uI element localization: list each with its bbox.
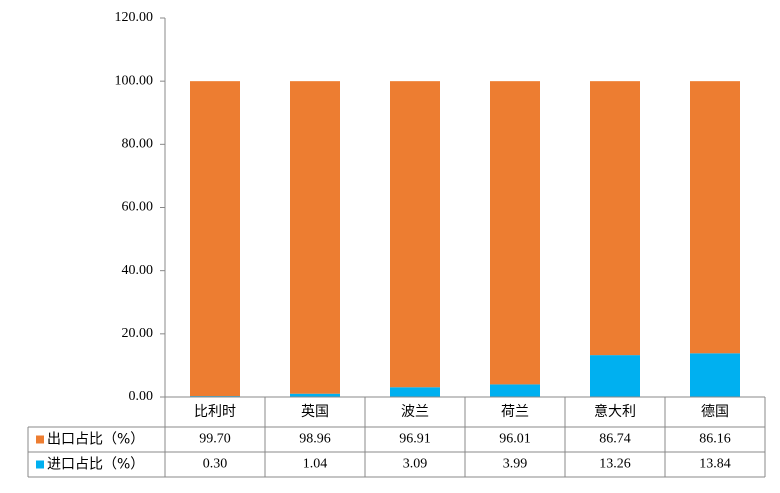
bar-segment <box>390 81 440 388</box>
legend-label: 进口占比（%） <box>47 457 144 473</box>
y-tick-label: 100.00 <box>115 73 154 88</box>
table-value: 3.09 <box>403 457 428 472</box>
bar-segment <box>690 353 740 397</box>
x-tick-label: 德国 <box>701 404 729 420</box>
bar-segment <box>590 81 640 356</box>
table-value: 86.74 <box>599 432 631 447</box>
table-value: 13.26 <box>599 457 631 472</box>
y-tick-label: 0.00 <box>129 389 154 404</box>
x-tick-label: 英国 <box>301 403 329 420</box>
table-value: 99.70 <box>199 432 231 447</box>
y-tick-label: 80.00 <box>122 137 154 152</box>
table-value: 98.96 <box>299 432 331 447</box>
table-value: 1.04 <box>303 457 328 472</box>
legend-swatch <box>36 460 44 469</box>
x-tick-label: 意大利 <box>594 403 636 420</box>
y-tick-label: 40.00 <box>122 263 154 278</box>
table-value: 86.16 <box>699 432 731 447</box>
x-tick-label: 比利时 <box>194 404 236 420</box>
x-tick-label: 荷兰 <box>501 404 529 420</box>
table-value: 3.99 <box>503 457 528 472</box>
bar-segment <box>390 387 440 397</box>
bar-segment <box>590 355 640 397</box>
y-tick-label: 60.00 <box>122 200 154 215</box>
bar-segment <box>290 393 340 397</box>
y-tick-label: 20.00 <box>122 326 154 341</box>
table-value: 13.84 <box>699 457 731 472</box>
table-value: 0.30 <box>203 457 228 472</box>
y-tick-label: 120.00 <box>115 10 154 25</box>
x-tick-label: 波兰 <box>401 404 429 420</box>
bar-segment <box>290 81 340 394</box>
bar-segment <box>690 81 740 354</box>
table-value: 96.91 <box>399 432 431 447</box>
legend-label: 出口占比（%） <box>47 432 144 448</box>
table-value: 96.01 <box>499 432 531 447</box>
bar-segment <box>490 81 540 385</box>
bar-segment <box>490 384 540 397</box>
legend-swatch <box>36 435 44 444</box>
bar-segment <box>190 81 240 397</box>
